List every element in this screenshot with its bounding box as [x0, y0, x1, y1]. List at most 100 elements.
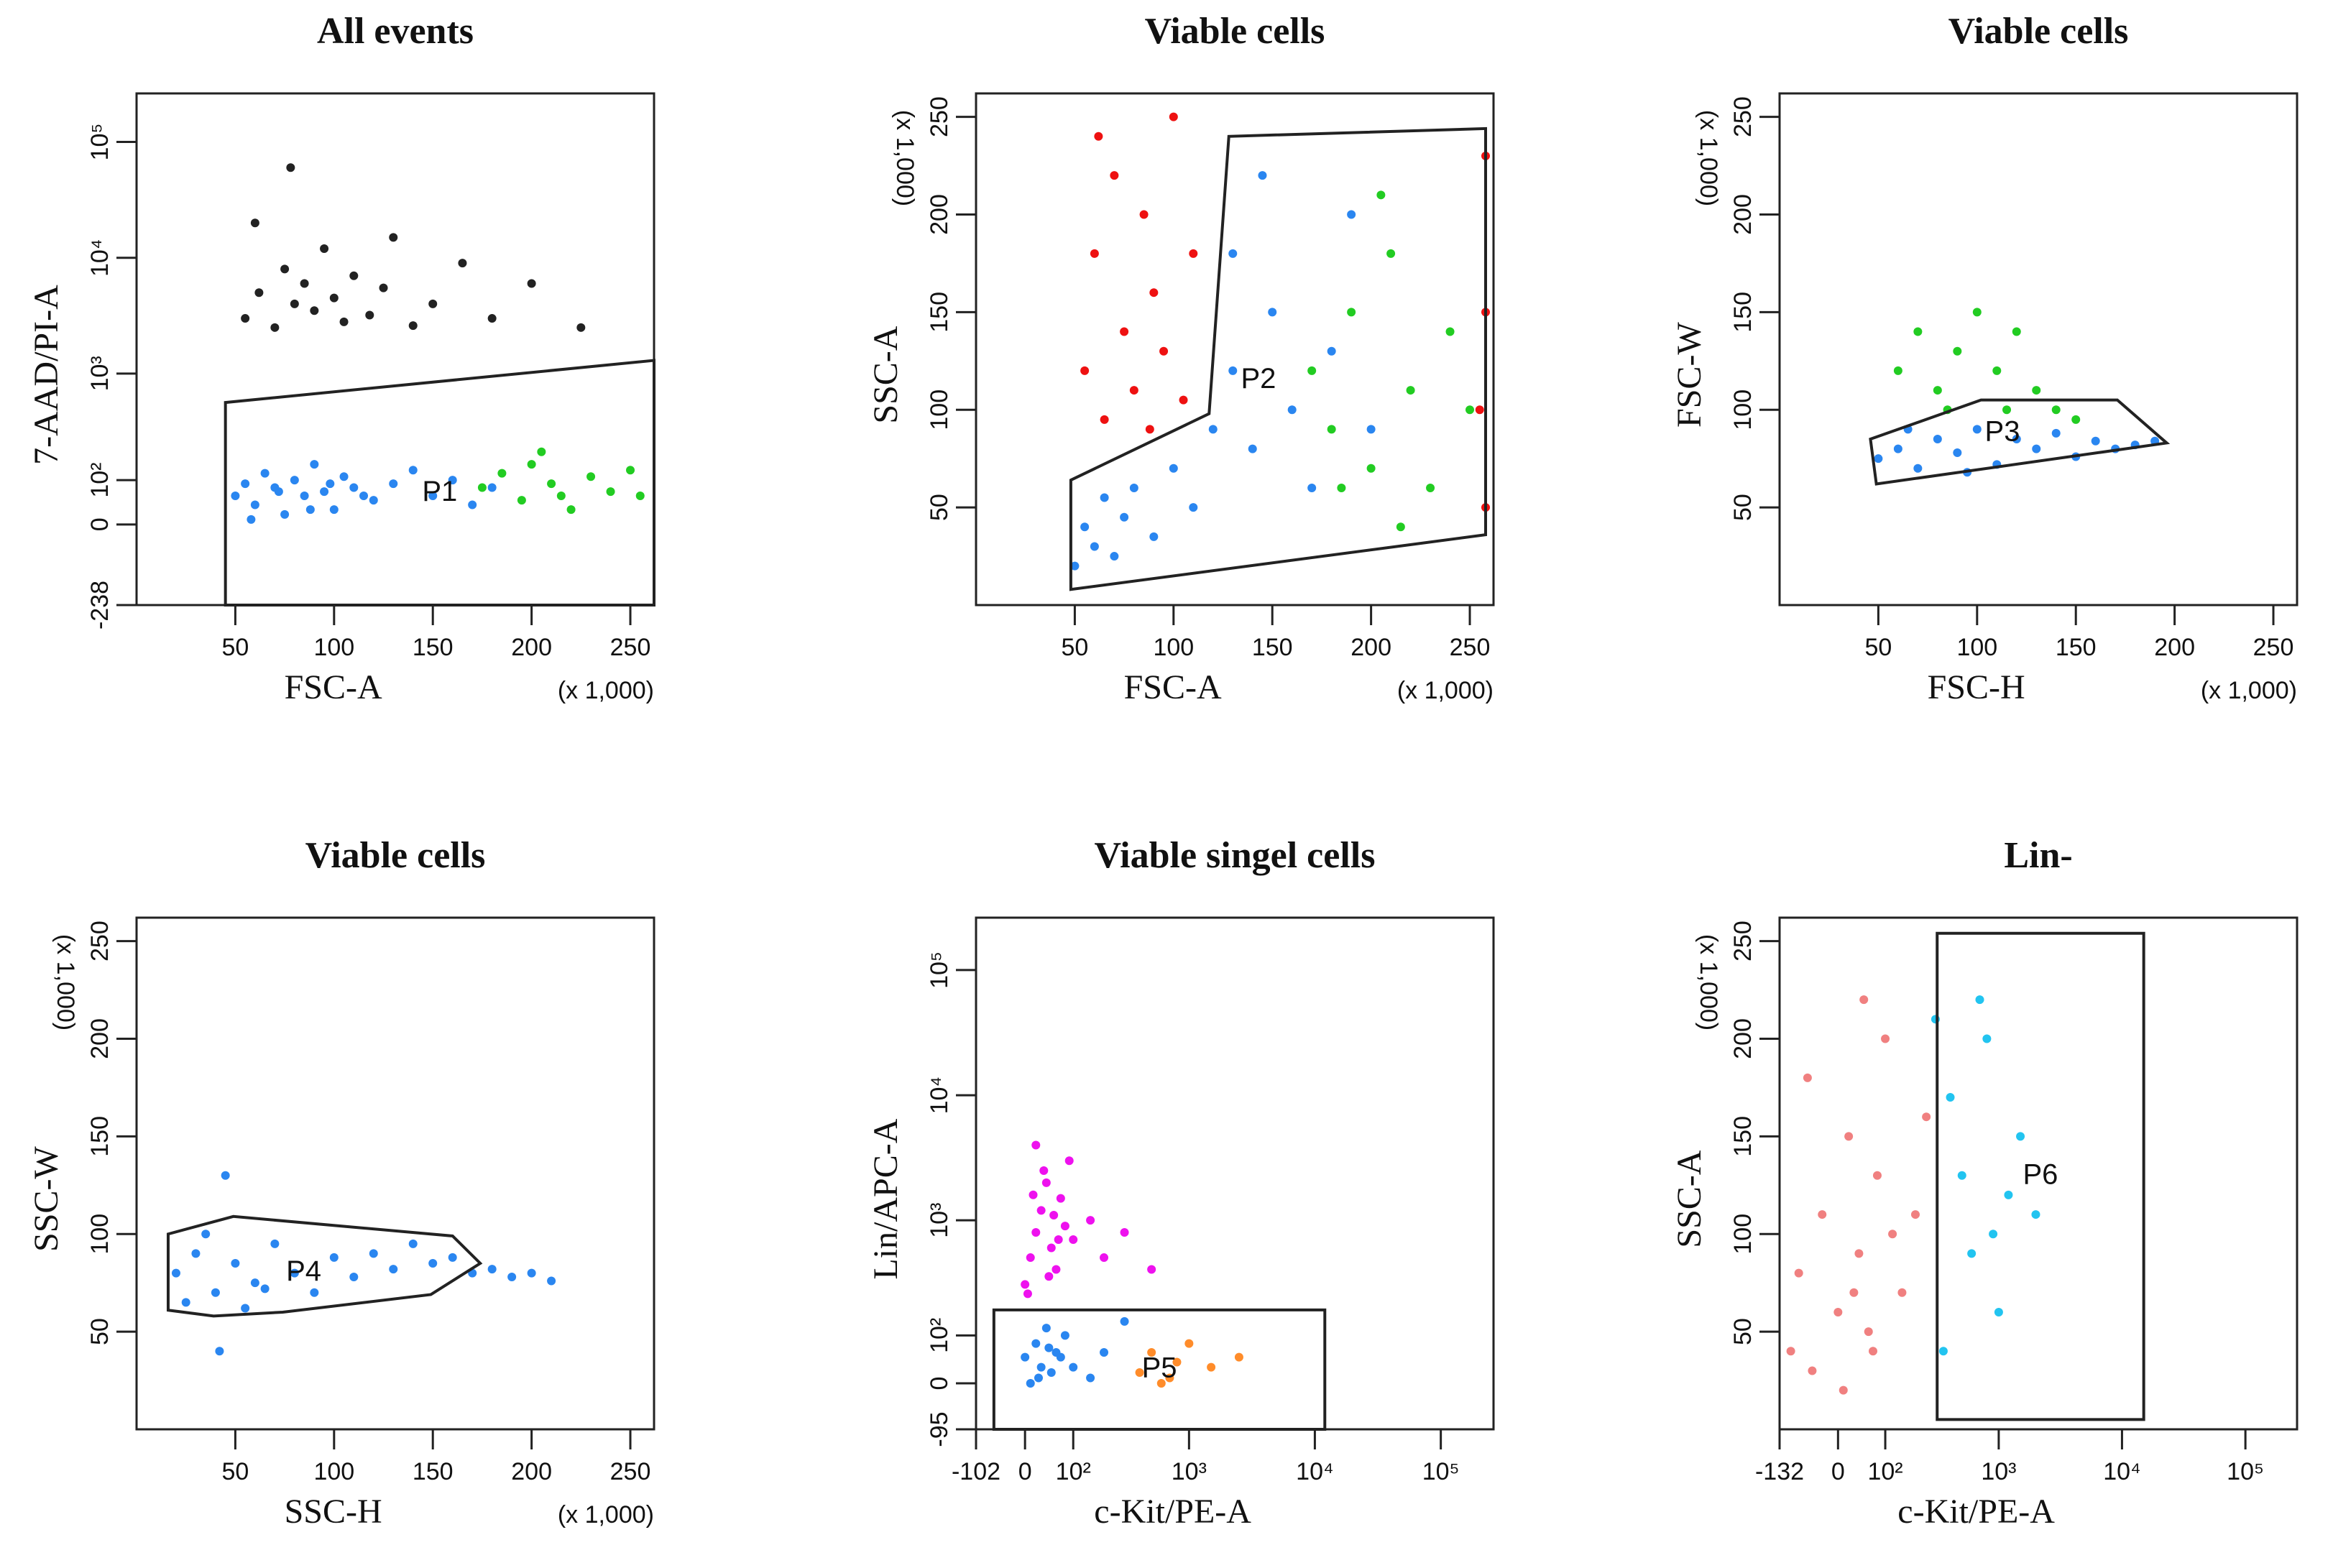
- y-tick-label: 150: [1729, 1116, 1757, 1157]
- y-axis-label: SSC-A: [1670, 1150, 1708, 1248]
- event-dot: [428, 491, 438, 500]
- event-dot: [1207, 1362, 1216, 1372]
- x-tick-label: 10²: [1867, 1458, 1902, 1485]
- y-axis-unit: (x 1,000): [52, 934, 79, 1030]
- event-dot: [1139, 210, 1149, 219]
- gate-label: P3: [1985, 415, 2020, 447]
- event-dot: [1972, 425, 1982, 434]
- event-dot: [1234, 1352, 1243, 1362]
- gate: [992, 1308, 1327, 1431]
- event-dot: [369, 1249, 378, 1258]
- event-dot: [1046, 1368, 1056, 1377]
- y-axis-unit: (x 1,000): [891, 110, 919, 206]
- event-dot: [250, 218, 259, 228]
- event-dot: [626, 466, 635, 475]
- x-tick-label: 200: [511, 1458, 552, 1485]
- event-dot: [305, 505, 315, 515]
- event-dot: [270, 323, 280, 332]
- event-dot: [1868, 1347, 1877, 1356]
- y-tick-label: 250: [1729, 96, 1757, 137]
- x-tick-label: 10⁵: [1422, 1458, 1460, 1485]
- y-tick-label: 150: [86, 1116, 114, 1157]
- x-axis-unit: (x 1,000): [2201, 677, 2297, 704]
- event-dot: [2012, 327, 2021, 336]
- event-dot: [215, 1347, 224, 1356]
- event-dot: [527, 279, 536, 288]
- event-dot: [339, 317, 349, 326]
- y-tick-label: 50: [86, 1318, 114, 1345]
- y-tick-label: 0: [926, 1377, 953, 1391]
- event-dot: [247, 515, 256, 524]
- event-dot: [379, 283, 388, 292]
- event-dot: [339, 472, 349, 481]
- x-axis-label: FSC-A: [285, 668, 382, 706]
- event-dot: [1933, 435, 1942, 444]
- event-dot: [1080, 522, 1090, 532]
- event-dot: [1049, 1210, 1059, 1219]
- event-dot: [576, 323, 586, 332]
- y-axis-label: Lin/APC-A: [867, 1118, 905, 1279]
- y-tick-label: -238: [86, 581, 114, 629]
- event-dot: [2032, 386, 2041, 395]
- event-dot: [1021, 1352, 1030, 1362]
- event-dot: [1090, 249, 1099, 258]
- event-dot: [1888, 1230, 1897, 1239]
- event-dot: [191, 1249, 201, 1258]
- chart-title: Viable cells: [1145, 11, 1325, 52]
- event-dot: [1044, 1272, 1054, 1281]
- event-dot: [1957, 1171, 1966, 1180]
- x-tick-label: 10⁵: [2227, 1458, 2264, 1485]
- event-dot: [1426, 483, 1435, 492]
- event-dot: [290, 299, 299, 308]
- event-dot: [1100, 1253, 1109, 1263]
- event-dot: [1169, 112, 1178, 121]
- event-dot: [1036, 1362, 1046, 1372]
- event-dot: [250, 1278, 259, 1288]
- event-dot: [1069, 1235, 1078, 1244]
- y-axis-label: FSC-W: [1670, 322, 1708, 428]
- y-tick-label: 150: [1729, 292, 1757, 333]
- plot-frame: [975, 92, 1495, 607]
- x-tick-label: 10³: [1172, 1458, 1207, 1485]
- plot-frame: [135, 92, 655, 607]
- y-tick-label: 50: [1729, 494, 1757, 521]
- y-tick-label: 10⁴: [86, 239, 114, 277]
- event-dot: [231, 1259, 240, 1268]
- event-dot: [1080, 366, 1090, 375]
- event-dot: [1145, 425, 1154, 434]
- event-dot: [241, 1304, 250, 1313]
- event-dot: [1031, 1140, 1041, 1150]
- y-tick-label: 100: [1729, 389, 1757, 430]
- x-axis-label: c-Kit/PE-A: [1897, 1493, 2055, 1531]
- x-tick-label: -132: [1755, 1458, 1804, 1485]
- event-dot: [1307, 483, 1317, 492]
- x-tick-label: 50: [1864, 634, 1892, 661]
- event-dot: [310, 1288, 319, 1297]
- y-tick-label: 0: [86, 517, 114, 531]
- event-dot: [1366, 425, 1376, 434]
- event-dot: [2004, 1190, 2013, 1199]
- x-tick-label: 100: [1153, 634, 1194, 661]
- event-dot: [1044, 1343, 1054, 1352]
- event-dot: [635, 491, 645, 500]
- event-dot: [537, 447, 546, 456]
- event-dot: [1268, 308, 1277, 317]
- x-tick-label: 150: [1252, 634, 1293, 661]
- x-axis-label: c-Kit/PE-A: [1094, 1493, 1251, 1531]
- x-axis-unit: (x 1,000): [558, 1501, 654, 1528]
- event-dot: [1147, 1265, 1156, 1274]
- event-dot: [369, 496, 378, 505]
- event-dot: [1794, 1268, 1803, 1278]
- y-tick-label: 250: [86, 921, 114, 961]
- x-tick-label: 250: [1450, 634, 1491, 661]
- y-tick-label: 100: [1729, 1214, 1757, 1255]
- gate-label: P6: [2023, 1159, 2058, 1191]
- event-dot: [1913, 464, 1923, 473]
- x-tick-label: 0: [1018, 1458, 1032, 1485]
- chart-title: Viable singel cells: [1095, 835, 1376, 876]
- event-dot: [231, 491, 240, 500]
- y-tick-label: 10⁴: [926, 1076, 953, 1114]
- gate-label: P5: [1142, 1352, 1177, 1383]
- event-dot: [2031, 1210, 2040, 1219]
- event-dot: [1465, 405, 1475, 415]
